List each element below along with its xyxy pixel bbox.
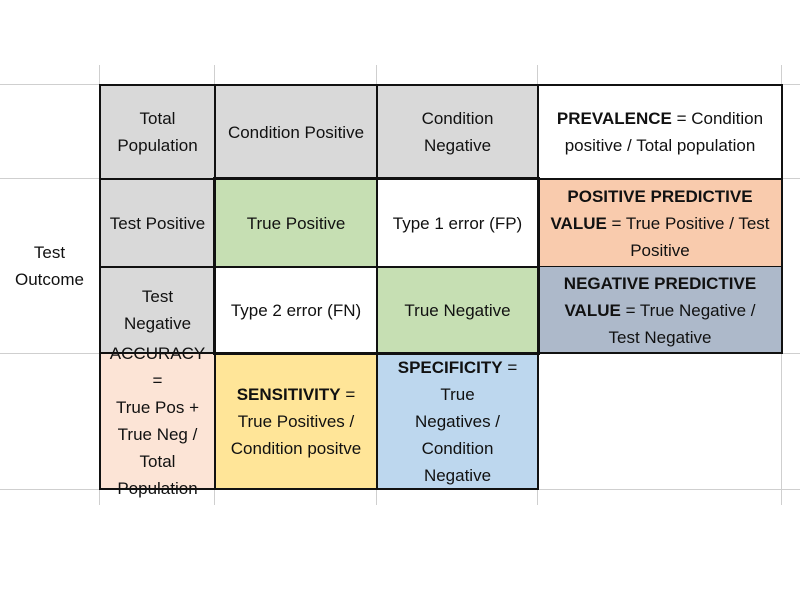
sensitivity-cell: SENSITIVITY = True Positives / Condition… (215, 353, 377, 489)
cell-border (99, 488, 538, 490)
cell-border (99, 178, 783, 180)
true-positive-cell: True Positive (215, 179, 377, 267)
prevalence-formula: = Condition positive / Total population (564, 109, 764, 155)
cell-border (99, 84, 783, 86)
cell-border (537, 84, 539, 490)
type1-error-cell: Type 1 error (FP) (377, 179, 538, 267)
specificity-cell: SPECIFICITY = True Negatives / Condition… (377, 353, 538, 489)
npv-cell: NEGATIVE PREDICTIVE VALUE = True Negativ… (538, 267, 782, 353)
test-negative-header: Test Negative (100, 267, 215, 353)
cell-border (538, 266, 783, 267)
condition-negative-header: Condition Negative (377, 85, 538, 179)
condition-positive-header: Condition Positive (215, 85, 377, 179)
ppv-formula: = True Positive / Test Positive (611, 213, 770, 260)
cell-border (99, 84, 101, 490)
cell-border (214, 84, 216, 490)
test-positive-header: Test Positive (100, 179, 215, 267)
cell-border (99, 352, 783, 354)
cell-border (99, 266, 538, 268)
npv-formula: = True Negative / Test Negative (608, 300, 756, 347)
cell-border (781, 84, 783, 354)
sensitivity-formula: = True Positives / Condition positve (230, 384, 362, 458)
sensitivity-title: SENSITIVITY (236, 384, 341, 404)
ppv-cell: POSITIVE PREDICTIVE VALUE = True Positiv… (538, 179, 782, 267)
specificity-formula: = True Negatives / Condition Negative (414, 357, 518, 485)
accuracy-cell: ACCURACY = True Pos + True Neg / Total P… (100, 344, 215, 498)
test-outcome-label: Test Outcome (15, 243, 84, 289)
specificity-title: SPECIFICITY (397, 357, 503, 377)
prevalence-title: PREVALENCE (556, 109, 672, 128)
cell-border (376, 84, 378, 490)
prevalence-cell: PREVALENCE = Condition positive / Total … (538, 85, 782, 179)
true-negative-cell: True Negative (377, 267, 538, 353)
total-population-header: Total Population (100, 85, 215, 179)
npv-title: NEGATIVE PREDICTIVE VALUE (563, 273, 757, 320)
type2-error-cell: Type 2 error (FN) (215, 267, 377, 353)
ppv-title: POSITIVE PREDICTIVE VALUE (550, 186, 753, 233)
